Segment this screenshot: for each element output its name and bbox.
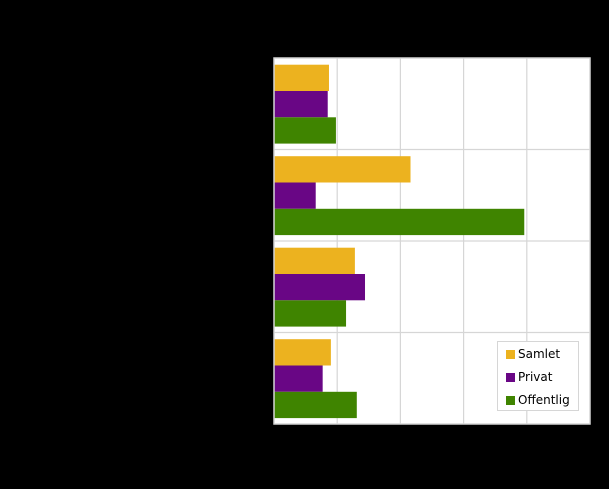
bar-samlet <box>274 247 355 274</box>
legend-label: Samlet <box>518 347 561 361</box>
legend-item-samlet: Samlet <box>506 346 560 362</box>
bar-offentlig <box>274 391 357 419</box>
bar-samlet <box>274 339 331 366</box>
legend-swatch-samlet <box>506 349 515 359</box>
bar-privat <box>274 274 366 301</box>
bar-privat <box>274 365 323 392</box>
bar-offentlig <box>274 117 336 144</box>
legend-item-privat: Privat <box>506 369 552 385</box>
bar-offentlig <box>274 300 347 327</box>
bar-offentlig <box>274 208 525 236</box>
bar-group-3 <box>274 247 366 327</box>
legend-swatch-privat <box>506 372 515 382</box>
bar-groups <box>274 64 525 419</box>
chart-legend: Samlet Privat Offentlig <box>497 341 579 411</box>
bar-samlet <box>274 64 329 91</box>
bar-privat <box>274 182 316 209</box>
bar-group-4 <box>274 339 357 419</box>
bar-group-1 <box>274 64 336 144</box>
bar-samlet <box>274 156 411 183</box>
legend-swatch-offentlig <box>506 395 515 405</box>
gridlines <box>274 58 590 424</box>
bar-group-2 <box>274 156 525 236</box>
legend-label: Privat <box>518 370 553 384</box>
bar-privat <box>274 91 328 118</box>
plot-border <box>273 57 591 425</box>
legend-label: Offentlig <box>518 393 570 407</box>
legend-item-offentlig: Offentlig <box>506 392 570 408</box>
